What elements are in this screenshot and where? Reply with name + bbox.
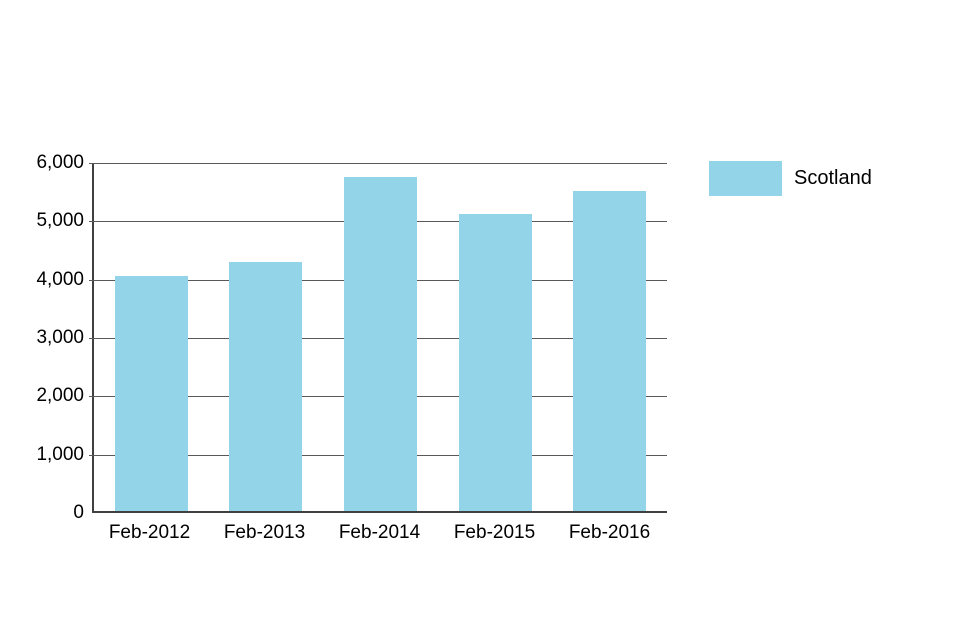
bar-feb-2016	[573, 191, 647, 511]
legend-swatch-scotland	[709, 161, 782, 196]
bar-feb-2012	[114, 276, 188, 511]
gridline-6000	[89, 163, 667, 164]
y-tick-label-1000: 1,000	[36, 443, 84, 465]
plot-area	[89, 163, 667, 513]
legend-label-scotland: Scotland	[794, 167, 872, 189]
y-tick-label-4000: 4,000	[36, 268, 84, 290]
bar-slot-feb-2012	[94, 163, 209, 511]
y-tick-label-0: 0	[73, 502, 84, 523]
x-axis-labels: Feb-2012 Feb-2013 Feb-2014 Feb-2015 Feb-2016	[92, 522, 667, 544]
bar-slot-feb-2015	[438, 163, 553, 511]
y-tick-label-6000: 6,000	[36, 152, 84, 173]
x-tick-label-feb-2013: Feb-2013	[223, 522, 306, 543]
legend: Scotland	[709, 161, 872, 196]
y-tick-label-2000: 2,000	[36, 385, 84, 407]
bar-slot-feb-2013	[209, 163, 324, 511]
x-tick-label-feb-2015: Feb-2015	[453, 522, 536, 543]
bar-slot-feb-2016	[552, 163, 667, 511]
x-tick-label-feb-2014: Feb-2014	[338, 522, 421, 543]
bar-slot-feb-2014	[323, 163, 438, 511]
bar-series-scotland	[94, 163, 667, 511]
bar-feb-2015	[458, 213, 532, 511]
y-tick-label-3000: 3,000	[36, 327, 84, 348]
bar-feb-2014	[343, 177, 417, 511]
x-tick-label-feb-2016: Feb-2016	[568, 522, 651, 543]
bar-feb-2013	[229, 261, 303, 511]
y-tick-label-5000: 5,000	[36, 210, 84, 232]
x-tick-label-feb-2012: Feb-2012	[108, 522, 191, 543]
